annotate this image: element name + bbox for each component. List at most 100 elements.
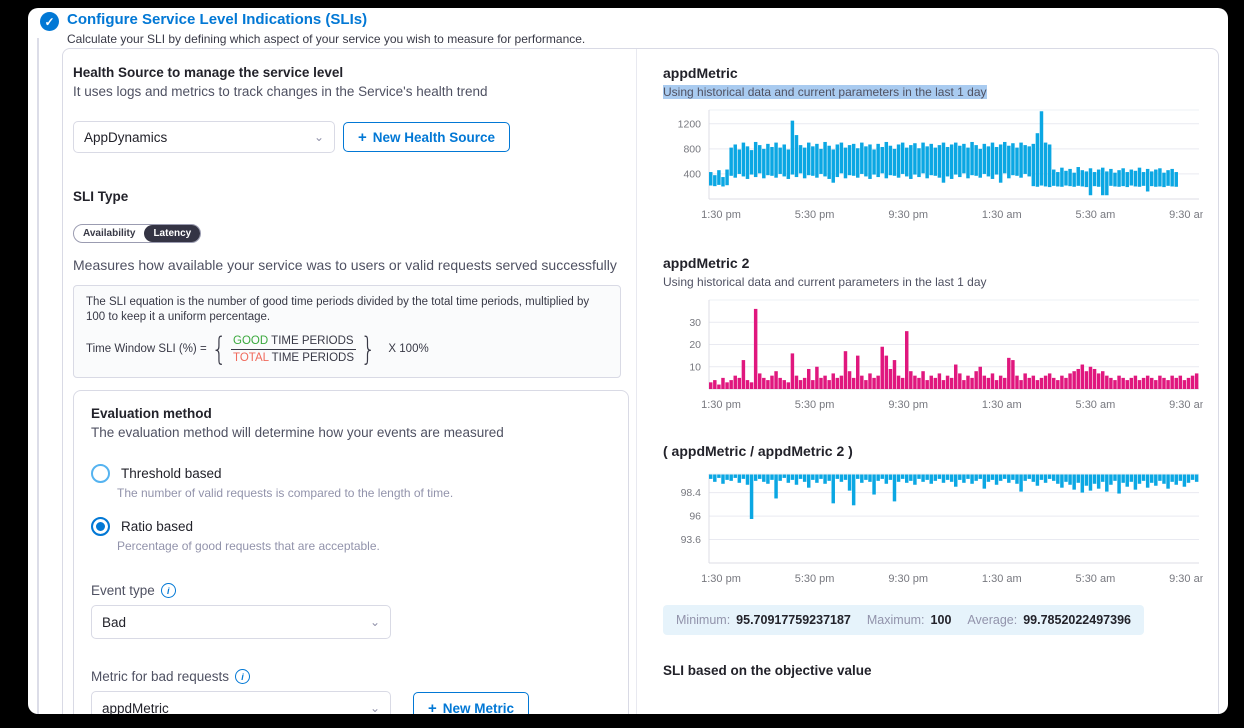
event-type-info-icon[interactable]: i: [160, 583, 176, 598]
maximum-label: Maximum:: [866, 613, 925, 627]
threshold-based-radio[interactable]: [91, 464, 110, 483]
ratio-chart: 93.6 96 98.4 1:30 pm 5:30 pm 9:30 pm 1:30 am 5:…: [681, 473, 1203, 585]
svg-text:9:30 pm: 9:30 pm: [888, 573, 928, 585]
chevron-down-icon: ⌄: [313, 130, 324, 144]
equation-lhs: Time Window SLI (%) =: [86, 343, 207, 355]
svg-text:5:30 am: 5:30 am: [1076, 399, 1116, 411]
svg-text:1:30 pm: 1:30 pm: [701, 399, 741, 411]
stepper-connector-line: [37, 38, 39, 714]
svg-text:96: 96: [689, 511, 701, 523]
configure-sli-page: ✓ Configure Service Level Indications (S…: [28, 8, 1228, 714]
svg-text:9:30 am: 9:30 am: [1169, 209, 1203, 221]
chevron-down-icon: ⌄: [369, 701, 380, 714]
new-health-source-label: New Health Source: [372, 129, 496, 145]
svg-text:10: 10: [689, 361, 701, 373]
numerator-rest: TIME PERIODS: [271, 334, 354, 347]
svg-text:5:30 pm: 5:30 pm: [795, 209, 835, 221]
open-brace: {: [211, 330, 227, 368]
svg-text:1:30 pm: 1:30 pm: [701, 209, 741, 221]
svg-text:1:30 am: 1:30 am: [982, 399, 1022, 411]
minimum-label: Minimum:: [676, 613, 731, 627]
sli-charts-panel: appdMetric Using historical data and cur…: [663, 49, 1208, 678]
chart-block-appdmetric: appdMetric Using historical data and cur…: [663, 65, 1208, 225]
metric-bad-select[interactable]: appdMetric ⌄: [91, 691, 391, 714]
chart-block-ratio: ( appdMetric / appdMetric 2 ) 93.6 96 98.4…: [663, 443, 1208, 589]
sli-equation-description: The SLI equation is the number of good t…: [86, 296, 590, 323]
evaluation-method-card: Evaluation method The evaluation method …: [73, 390, 629, 714]
svg-text:1:30 am: 1:30 am: [982, 573, 1022, 585]
sli-type-option-latency[interactable]: Latency: [144, 225, 201, 242]
sli-configuration-card: Health Source to manage the service leve…: [62, 48, 1219, 714]
event-type-select[interactable]: Bad ⌄: [91, 605, 391, 639]
metric-bad-info-icon[interactable]: i: [235, 669, 251, 684]
sli-equation: Time Window SLI (%) = { GOOD TIME PERIOD…: [86, 330, 608, 368]
svg-text:400: 400: [683, 168, 701, 180]
new-health-source-button[interactable]: + New Health Source: [343, 122, 511, 152]
sli-form-panel: Health Source to manage the service leve…: [73, 49, 629, 714]
plus-icon: +: [428, 699, 437, 715]
chart-title: ( appdMetric / appdMetric 2 ): [663, 443, 853, 459]
health-source-select-value: AppDynamics: [84, 129, 168, 145]
svg-text:30: 30: [689, 317, 701, 329]
page-title: Configure Service Level Indications (SLI…: [67, 11, 368, 28]
ratio-based-label[interactable]: Ratio based: [121, 519, 194, 534]
svg-text:9:30 am: 9:30 am: [1169, 573, 1203, 585]
appdmetric2-chart: 10 20 30 1:30 pm 5:30 pm 9:30 pm 1:30 am 5:30 a…: [689, 299, 1203, 411]
svg-text:800: 800: [683, 143, 701, 155]
svg-text:20: 20: [689, 339, 701, 351]
svg-text:9:30 pm: 9:30 pm: [888, 209, 928, 221]
health-source-select[interactable]: AppDynamics ⌄: [73, 121, 335, 153]
chart-title: appdMetric 2: [663, 255, 750, 271]
ratio-based-description: Percentage of good requests that are acc…: [117, 539, 380, 553]
threshold-based-description: The number of valid requests is compared…: [117, 486, 454, 500]
svg-text:1:30 am: 1:30 am: [982, 209, 1022, 221]
page-subtitle: Calculate your SLI by defining which asp…: [67, 32, 586, 46]
event-type-value: Bad: [102, 614, 127, 630]
denominator-rest: TIME PERIODS: [271, 351, 355, 364]
svg-text:1:30 pm: 1:30 pm: [701, 573, 741, 585]
maximum-value: 100: [930, 613, 952, 627]
appdmetric-chart: 400 800 1200 1:30 pm 5:30 pm 9:30 pm 1:30 am 5:…: [678, 109, 1203, 221]
equation-rhs: X 100%: [388, 343, 429, 355]
health-source-description: It uses logs and metrics to track change…: [73, 84, 488, 99]
sli-type-description: Measures how available your service was …: [73, 257, 617, 273]
sli-type-option-availability[interactable]: Availability: [83, 228, 136, 239]
total-periods-label: TOTAL: [233, 351, 269, 364]
minimum-value: 95.70917759237187: [736, 613, 851, 627]
chart-title: appdMetric: [663, 65, 738, 81]
sli-objective-heading: SLI based on the objective value: [663, 663, 872, 678]
plus-icon: +: [358, 128, 367, 146]
sli-type-toggle: Availability Latency: [73, 224, 202, 243]
step-complete-check-icon: ✓: [40, 12, 59, 31]
svg-text:98.4: 98.4: [681, 487, 702, 499]
close-brace: }: [360, 330, 376, 368]
ratio-based-radio[interactable]: [91, 517, 110, 536]
chart-subtitle-highlighted: Using historical data and current parame…: [663, 85, 987, 99]
threshold-based-label[interactable]: Threshold based: [121, 466, 222, 481]
new-metric-label: New Metric: [442, 700, 515, 715]
good-periods-label: GOOD: [233, 334, 269, 347]
average-value: 99.7852022497396: [1023, 613, 1131, 627]
metric-bad-label: Metric for bad requests i: [91, 669, 611, 684]
sli-equation-box: The SLI equation is the number of good t…: [73, 285, 621, 378]
svg-text:1200: 1200: [678, 118, 702, 130]
evaluation-method-description: The evaluation method will determine how…: [91, 425, 504, 440]
svg-text:9:30 pm: 9:30 pm: [888, 399, 928, 411]
metric-bad-value: appdMetric: [102, 700, 169, 715]
chart-block-appdmetric2: appdMetric 2 Using historical data and c…: [663, 255, 1208, 415]
sli-type-heading: SLI Type: [73, 189, 129, 204]
page-header: ✓ Configure Service Level Indications (S…: [40, 10, 585, 46]
equation-fraction: GOOD TIME PERIODS TOTAL TIME PERIODS: [231, 334, 357, 364]
chevron-down-icon: ⌄: [369, 615, 380, 629]
sli-stats-bar: Minimum: 95.70917759237187 Maximum: 100 …: [663, 605, 1144, 635]
event-type-label: Event type i: [91, 583, 611, 598]
svg-text:5:30 am: 5:30 am: [1076, 209, 1116, 221]
new-metric-bad-button[interactable]: + New Metric: [413, 692, 530, 715]
health-source-heading: Health Source to manage the service leve…: [73, 65, 344, 80]
average-label: Average:: [967, 613, 1018, 627]
svg-text:5:30 am: 5:30 am: [1076, 573, 1116, 585]
panel-divider: [636, 49, 637, 714]
evaluation-method-heading: Evaluation method: [91, 406, 212, 421]
svg-text:93.6: 93.6: [681, 534, 702, 546]
